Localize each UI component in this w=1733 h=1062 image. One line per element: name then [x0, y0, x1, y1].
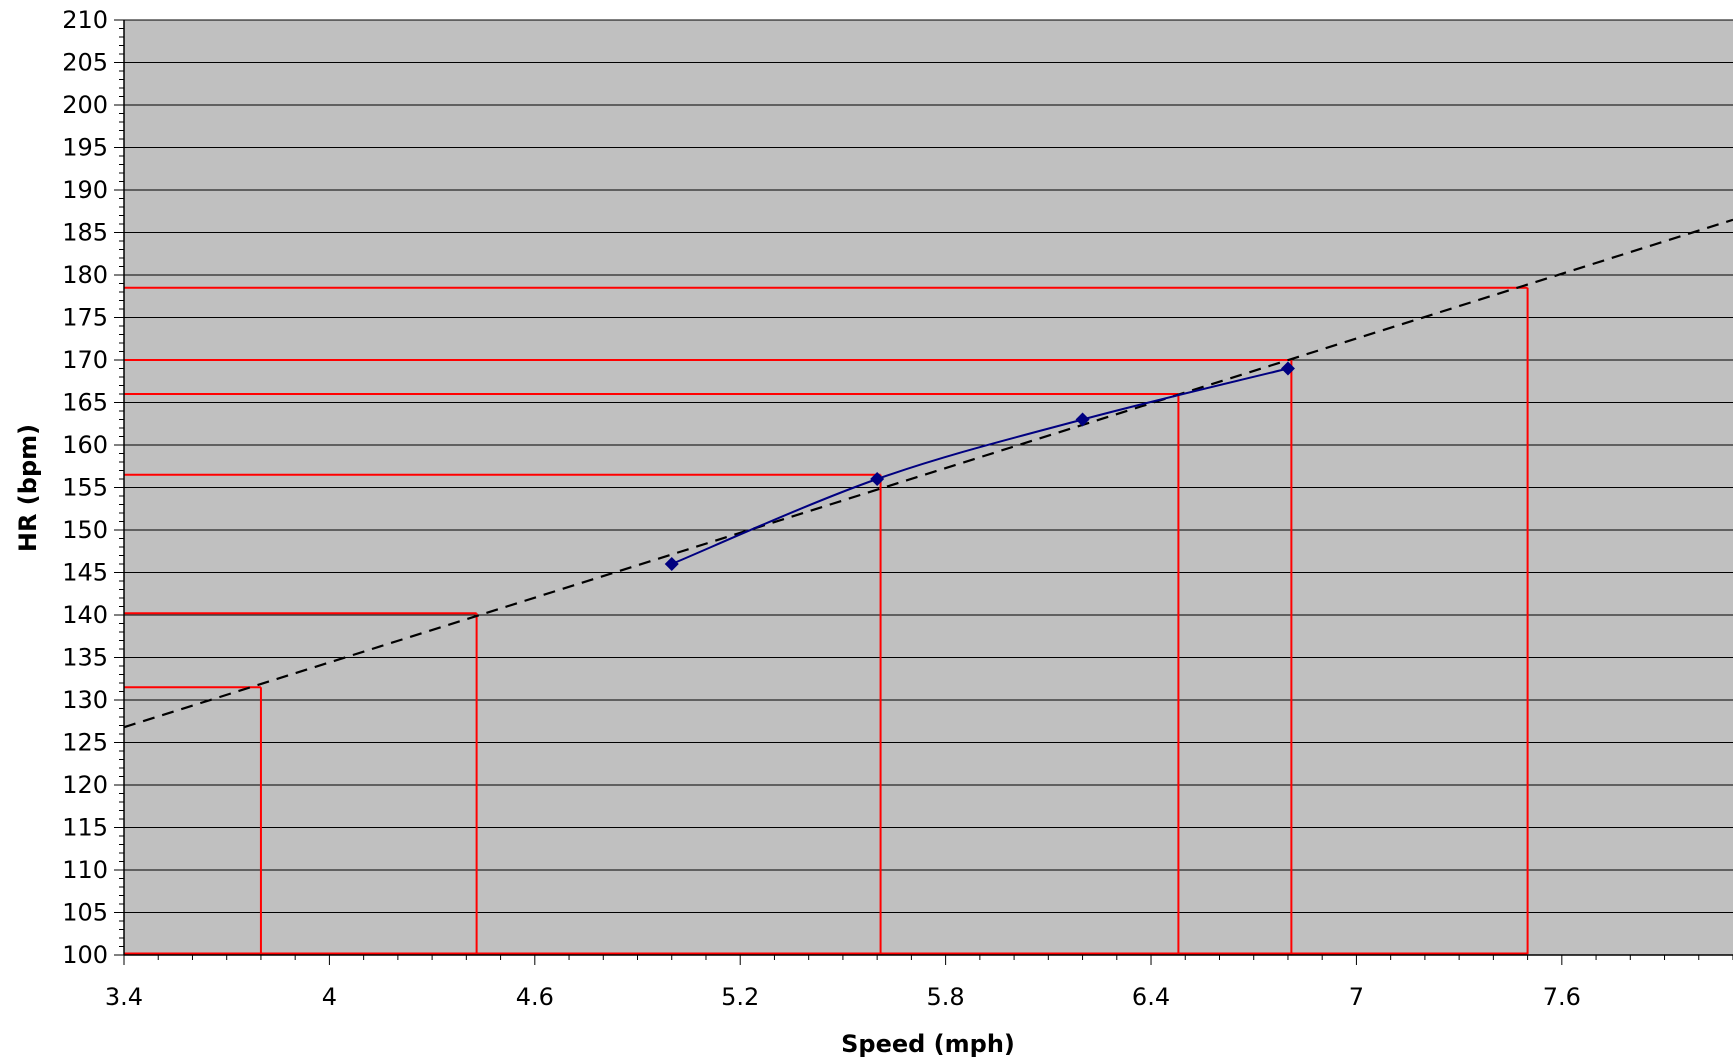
y-tick-label: 180: [62, 261, 108, 289]
y-tick-label: 140: [62, 601, 108, 629]
axes: [114, 19, 1733, 965]
y-tick-label: 170: [62, 346, 108, 374]
y-tick-label: 175: [62, 304, 108, 332]
data-point: [1075, 412, 1090, 427]
y-tick-label: 150: [62, 516, 108, 544]
y-tick-labels: 100 105 110 115 120 125 130 135 140 145 150 155 160 1…: [62, 6, 108, 969]
y-tick-label: 200: [62, 91, 108, 119]
y-tick-label: 210: [62, 6, 108, 34]
data-point: [664, 557, 679, 571]
y-tick-label: 160: [62, 431, 108, 459]
y-tick-label: 165: [62, 389, 108, 417]
y-tick-label: 205: [62, 49, 108, 77]
y-axis-title: HR (bpm): [14, 424, 42, 552]
gridlines: [124, 19, 1733, 913]
x-tick-label: 6.4: [1132, 983, 1170, 1011]
x-tick-label: 7: [1349, 983, 1364, 1011]
x-axis-title: Speed (mph): [841, 1030, 1015, 1058]
x-tick-label: 5.2: [721, 983, 759, 1011]
y-tick-label: 135: [62, 644, 108, 672]
x-tick-label: 3.4: [105, 983, 143, 1011]
y-tick-label: 195: [62, 134, 108, 162]
trendline: [123, 218, 1733, 729]
y-tick-label: 125: [62, 729, 108, 757]
y-tick-label: 110: [62, 856, 108, 884]
series-line: [671, 367, 1289, 565]
x-tick-label: 4: [322, 983, 337, 1011]
y-tick-label: 185: [62, 219, 108, 247]
y-tick-label: 130: [62, 686, 108, 714]
y-tick-label: 155: [62, 474, 108, 502]
y-tick-label: 100: [62, 941, 108, 969]
x-tick-label: 7.6: [1543, 983, 1581, 1011]
dashed-trendline: [123, 218, 1733, 729]
y-tick-label: 115: [62, 814, 108, 842]
y-tick-label: 190: [62, 176, 108, 204]
x-tick-labels: 3.4 4 4.6 5.2 5.8 6.4 7 7.6: [105, 983, 1581, 1011]
x-tick-label: 4.6: [516, 983, 554, 1011]
data-point: [870, 472, 885, 486]
y-tick-label: 105: [62, 899, 108, 927]
red-guide-lines: [124, 286, 1529, 956]
data-point: [1280, 361, 1295, 376]
hr-series: [664, 361, 1295, 571]
y-tick-label: 120: [62, 771, 108, 799]
y-tick-label: 145: [62, 559, 108, 587]
x-tick-label: 5.8: [927, 983, 965, 1011]
